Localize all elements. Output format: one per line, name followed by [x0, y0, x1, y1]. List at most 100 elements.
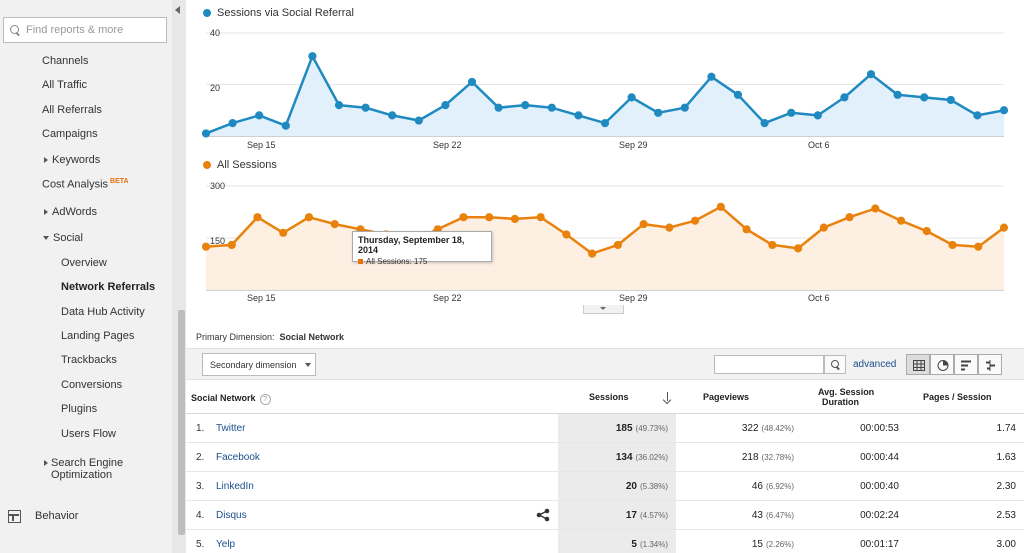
collapse-sidebar-arrow-icon[interactable]: [175, 6, 180, 14]
pageviews-percent: (32.78%): [761, 453, 794, 462]
data-point: [974, 242, 983, 251]
series-line: [205, 205, 1005, 255]
data-point: [485, 213, 494, 222]
pages-per-session-cell: 1.74: [996, 423, 1016, 434]
data-point: [680, 103, 689, 112]
sessions-percent: (36.02%): [635, 453, 668, 462]
data-point: [388, 111, 397, 120]
top-chart-legend[interactable]: Sessions via Social Referral: [203, 7, 354, 19]
data-point: [866, 70, 876, 79]
data-point: [840, 93, 849, 102]
data-point: [707, 72, 716, 81]
table-filter-input[interactable]: [714, 355, 824, 374]
sidebar-search-box[interactable]: [3, 17, 167, 43]
primary-dimension-label: Primary Dimension:: [196, 332, 275, 342]
comparison-view-button[interactable]: [978, 354, 1002, 375]
bottom-chart-legend[interactable]: All Sessions: [203, 159, 277, 171]
network-link[interactable]: Yelp: [216, 539, 236, 550]
advanced-filter-link[interactable]: advanced: [853, 359, 897, 370]
tooltip-swatch-icon: [358, 259, 363, 264]
data-point: [627, 93, 636, 102]
sidebar-item-users-flow[interactable]: Users Flow: [61, 428, 117, 440]
data-point: [334, 101, 344, 110]
data-point: [920, 93, 929, 102]
primary-dimension-value[interactable]: Social Network: [279, 332, 345, 342]
sidebar-item-all-traffic[interactable]: All Traffic: [42, 79, 88, 91]
data-point: [562, 230, 571, 239]
network-link[interactable]: Facebook: [216, 452, 260, 463]
pageviews-cell: 46 (6.92%): [686, 481, 794, 492]
share-node-icon[interactable]: [536, 508, 550, 522]
sidebar-item-cost-analysis[interactable]: Cost Analysis BETA: [42, 178, 129, 191]
data-point: [414, 116, 423, 125]
data-point: [819, 223, 828, 232]
data-point: [690, 216, 700, 225]
top-x-tick: Oct 6: [808, 140, 830, 150]
data-point: [922, 226, 931, 236]
table-search-button[interactable]: [824, 355, 846, 374]
network-link[interactable]: Twitter: [216, 423, 246, 434]
sidebar-item-plugins[interactable]: Plugins: [61, 403, 98, 415]
network-link[interactable]: Disqus: [216, 510, 247, 521]
sidebar-item-trackbacks[interactable]: Trackbacks: [61, 354, 117, 366]
table-row: 5. Yelp 5 (1.34%) 15 (2.26%) 00:01:17 3.00: [186, 530, 1024, 553]
sessions-cell: 5 (1.34%): [558, 539, 668, 550]
sidebar: Channels All Traffic All Referrals Campa…: [0, 0, 186, 553]
data-point: [255, 111, 264, 120]
column-header-sessions[interactable]: Sessions: [589, 392, 629, 402]
sidebar-item-behavior[interactable]: Behavior: [0, 505, 172, 527]
row-index: 4.: [196, 510, 205, 521]
sidebar-item-search-engine-optimization[interactable]: Search Engine Optimization: [44, 457, 154, 481]
sessions-value: 5: [631, 539, 637, 550]
secondary-dimension-dropdown[interactable]: Secondary dimension: [202, 353, 316, 376]
data-point: [760, 119, 769, 128]
sidebar-item-channels[interactable]: Channels: [42, 55, 89, 67]
pageviews-cell: 218 (32.78%): [686, 452, 794, 463]
bottom-y-tick: 150: [210, 236, 226, 246]
sidebar-item-label: Social: [53, 232, 83, 244]
data-point: [253, 213, 262, 222]
data-point: [547, 103, 556, 112]
sidebar-item-network-referrals[interactable]: Network Referrals: [61, 281, 156, 293]
top-y-tick: 20: [210, 83, 221, 93]
column-header-pageviews[interactable]: Pageviews: [703, 392, 750, 402]
pageviews-cell: 15 (2.26%): [686, 539, 794, 550]
search-input[interactable]: [26, 24, 161, 36]
sessions-percent: (49.73%): [635, 424, 668, 433]
sidebar-item-social[interactable]: Social: [43, 232, 83, 244]
chart-tooltip: Thursday, September 18, 2014 All Session…: [352, 231, 492, 266]
table-view-button[interactable]: [906, 354, 930, 375]
chevron-down-icon: [304, 362, 311, 367]
sidebar-item-conversions[interactable]: Conversions: [61, 379, 123, 391]
sidebar-item-all-referrals[interactable]: All Referrals: [42, 104, 102, 116]
sidebar-item-data-hub-activity[interactable]: Data Hub Activity: [61, 306, 145, 318]
help-icon[interactable]: ?: [259, 394, 271, 405]
tooltip-value: All Sessions: 175: [366, 257, 428, 266]
sidebar-item-overview[interactable]: Overview: [61, 257, 107, 269]
pages-per-session-cell: 3.00: [996, 539, 1016, 550]
column-header-label: Avg. Session: [818, 387, 875, 397]
column-header-social-network[interactable]: Social Network?: [191, 393, 271, 405]
sidebar-item-campaigns[interactable]: Campaigns: [42, 128, 98, 140]
data-point: [999, 106, 1009, 115]
network-link[interactable]: LinkedIn: [216, 481, 254, 492]
column-header-avg-session-duration[interactable]: Avg. Session Duration: [818, 387, 874, 407]
data-point: [201, 242, 211, 251]
sidebar-item-landing-pages[interactable]: Landing Pages: [61, 330, 135, 342]
data-point: [768, 240, 777, 250]
chart-resize-handle[interactable]: [583, 305, 624, 314]
tooltip-body: All Sessions: 175: [358, 257, 486, 266]
data-point: [536, 213, 545, 222]
performance-view-button[interactable]: [954, 354, 978, 375]
sidebar-item-adwords[interactable]: AdWords: [44, 206, 97, 218]
sidebar-scrollbar[interactable]: [178, 310, 185, 535]
collapse-arrow-icon: [43, 236, 49, 241]
pie-view-button[interactable]: [930, 354, 954, 375]
data-point: [665, 223, 674, 232]
column-header-pages-per-session[interactable]: Pages / Session: [923, 392, 992, 402]
sort-descending-icon[interactable]: [663, 392, 672, 403]
sidebar-item-keywords[interactable]: Keywords: [44, 154, 100, 166]
data-point: [973, 111, 982, 120]
pageviews-value: 322: [741, 423, 759, 434]
column-header-label: Social Network: [191, 393, 256, 403]
